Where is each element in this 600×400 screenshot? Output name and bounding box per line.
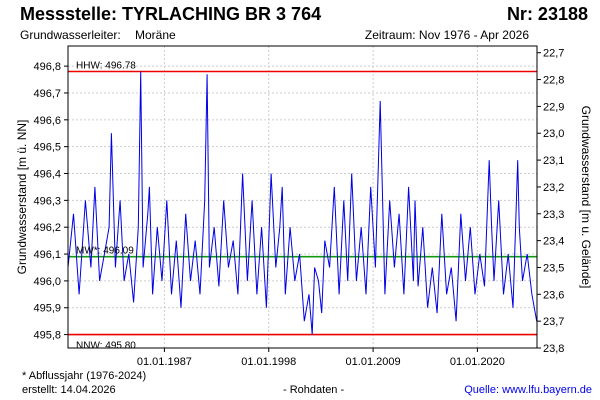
y-tick-label-left: 496,0: [33, 276, 61, 288]
y-tick-label-right: 22,8: [543, 75, 564, 87]
source: Quelle: www.lfu.bayern.de: [464, 384, 592, 396]
reference-label: MW*: 496.09: [76, 246, 134, 257]
aquifer-value: Moräne: [135, 28, 176, 42]
station-number: Nr: 23188: [506, 4, 588, 24]
y-tick-label-right: 23,7: [543, 316, 564, 328]
y-tick-label-right: 23,1: [543, 155, 564, 167]
created-date: erstellt: 14.04.2026: [22, 384, 116, 396]
y-tick-label-left: 496,8: [33, 61, 61, 73]
reference-label: NNW: 495.80: [76, 341, 136, 352]
source-link[interactable]: www.lfu.bayern.de: [502, 384, 592, 396]
y-tick-label-left: 496,7: [33, 88, 61, 100]
station-title: Messstelle: TYRLACHING BR 3 764: [20, 4, 322, 24]
groundwater-series-line: [67, 71, 538, 335]
y-tick-label-right: 23,5: [543, 262, 564, 274]
y-tick-label-left: 496,3: [33, 195, 61, 207]
period-label: Zeitraum: Nov 1976 - Apr 2026: [364, 28, 529, 42]
y-tick-label-left: 495,8: [33, 330, 61, 342]
source-label: Quelle:: [464, 384, 503, 396]
y-tick-label-right: 23,4: [543, 236, 564, 248]
x-tick-label: 01.01.2020: [450, 356, 505, 368]
y-tick-label-right: 23,2: [543, 182, 564, 194]
y-tick-label-left: 496,4: [33, 169, 61, 181]
y-tick-label-left: 496,6: [33, 115, 61, 127]
y-tick-label-right: 22,9: [543, 101, 564, 113]
y-tick-label-right: 23,0: [543, 128, 564, 140]
y-tick-label-right: 23,6: [543, 289, 564, 301]
y-tick-label-left: 496,1: [33, 249, 61, 261]
reference-label: HHW: 496.78: [76, 61, 136, 72]
y-tick-label-left: 496,2: [33, 222, 61, 234]
data-kind: - Rohdaten -: [283, 384, 345, 396]
aquifer-label: Grundwasserleiter:: [20, 28, 121, 42]
x-tick-label: 01.01.1998: [241, 356, 296, 368]
x-tick-label: 01.01.2009: [346, 356, 401, 368]
x-tick-label: 01.01.1987: [137, 356, 192, 368]
plot-frame: [67, 45, 538, 349]
y-tick-label-right: 22,7: [543, 48, 564, 60]
y-tick-label-right: 23,3: [543, 209, 564, 221]
y-tick-label-left: 496,5: [33, 142, 61, 154]
footnote: * Abflussjahr (1976-2024): [22, 370, 147, 382]
y-tick-label-right: 23,8: [543, 343, 564, 355]
y-axis-title-left: Grundwasserstand [m ü. NN]: [15, 120, 29, 275]
y-tick-label-left: 495,9: [33, 303, 61, 315]
y-axis-title-right: Grundwasserstand [m u. Gelände]: [579, 106, 593, 289]
